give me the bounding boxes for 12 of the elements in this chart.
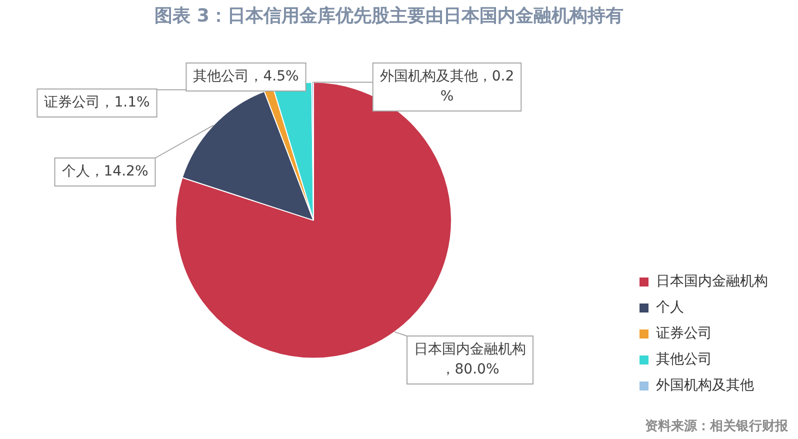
legend-label: 其他公司 <box>656 352 712 368</box>
data-label: 日本国内金融机构，80.0% <box>414 342 526 378</box>
data-label: 其他公司，4.5% <box>193 68 299 85</box>
text: 资料来源：相关银行财报 <box>645 418 789 434</box>
legend-label: 证券公司 <box>656 326 712 342</box>
legend-label: 日本国内金融机构 <box>656 274 768 290</box>
legend-label: 外国机构及其他 <box>656 378 754 394</box>
data-label: 证券公司，1.1% <box>44 94 150 111</box>
data-label: 外国机构及其他，0.2% <box>380 68 514 105</box>
legend-label: 个人 <box>656 300 684 316</box>
chart-title: 图表 3：日本信用金库优先股主要由日本国内金融机构持有 <box>154 5 624 26</box>
data-label: 个人，14.2% <box>62 164 148 180</box>
